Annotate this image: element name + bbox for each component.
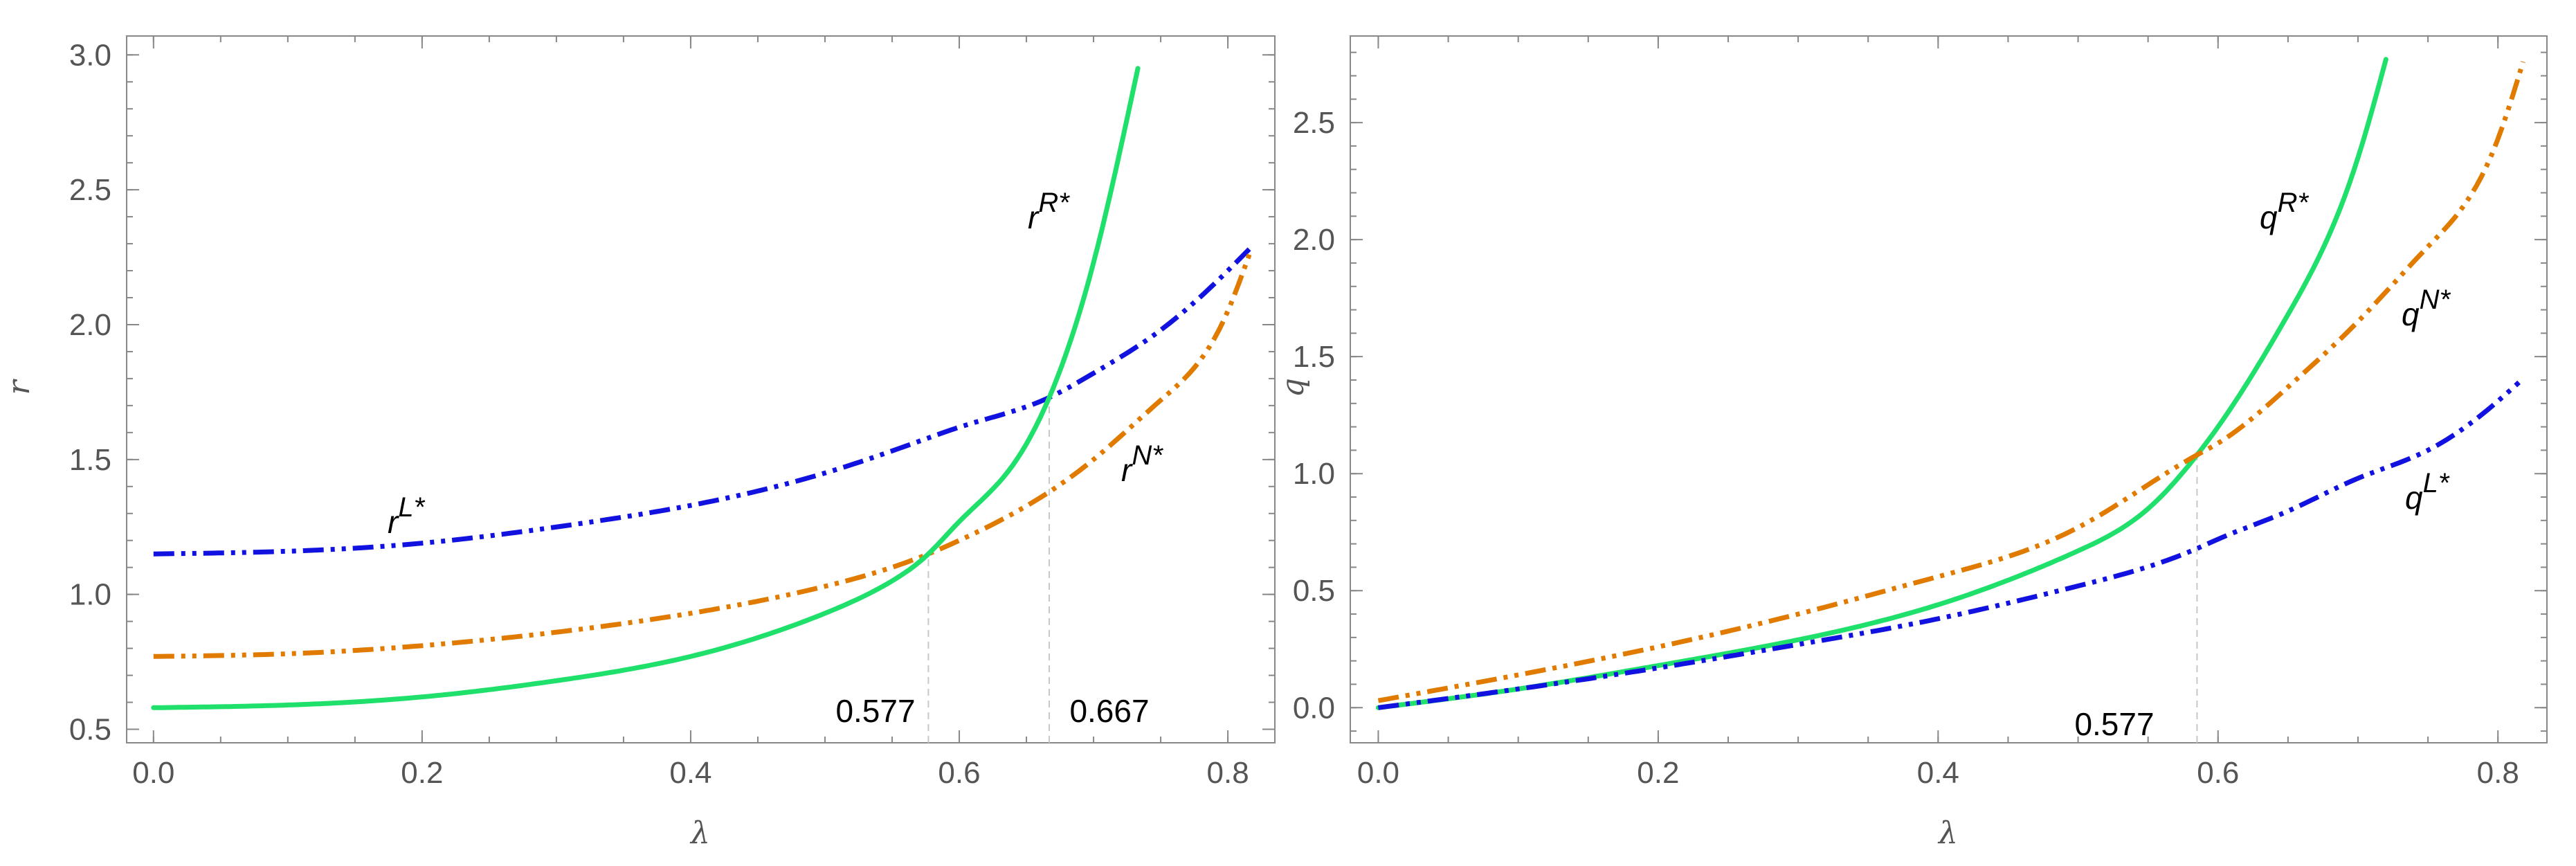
x-tick-label: 0.2 <box>401 756 443 790</box>
y-tick-label: 2.0 <box>1293 223 1335 257</box>
plot-frame <box>1350 35 2548 743</box>
y-tick-label: 2.0 <box>69 308 111 342</box>
y-tick-label: 0.5 <box>69 713 111 747</box>
series-line-r-Rstar <box>151 66 1141 710</box>
series-line-q-Nstar <box>1377 61 2525 703</box>
chart-panel-q: 0.0 0.2 0.4 0.6 0.8 0.0 0.5 1.0 1.5 2.0 2.5 λ q 0.577… <box>1276 35 2548 851</box>
x-axis-label: λ <box>689 815 710 851</box>
x-tick-label: 0.4 <box>1917 756 1959 790</box>
y-tick-label: 2.5 <box>69 173 111 207</box>
series-label-q-Rstar: qR* <box>2260 188 2309 235</box>
series-line-q-Lstar <box>1377 380 2521 710</box>
y-tick-label: 1.5 <box>1293 340 1335 374</box>
plot-frame <box>126 35 1276 743</box>
y-tick-label: 1.0 <box>1293 457 1335 491</box>
annotation-label-0.667: 0.667 <box>1069 693 1149 729</box>
series-label-r-Lstar: rL* <box>388 492 426 540</box>
x-tick-label: 0.0 <box>132 756 174 790</box>
series-line-r-Lstar <box>153 247 1251 557</box>
y-axis-label: q <box>1276 378 1311 397</box>
minor-ticks <box>127 36 1275 743</box>
x-tick-label: 0.6 <box>938 756 980 790</box>
x-tick-label: 0.6 <box>2197 756 2239 790</box>
series-line-q-Rstar <box>1375 57 2388 710</box>
y-tick-label: 1.5 <box>69 443 111 477</box>
y-tick-label: 2.5 <box>1293 106 1335 140</box>
x-tick-label: 0.4 <box>669 756 711 790</box>
x-axis-label: λ <box>1937 815 1958 851</box>
y-tick-label: 0.5 <box>1293 574 1335 608</box>
y-axis-label: r <box>1 379 37 395</box>
series-label-q-Lstar: qL* <box>2405 468 2450 516</box>
y-tick-label: 1.0 <box>69 578 111 612</box>
chart-panel-r: 0.0 0.2 0.4 0.6 0.8 0.5 1.0 1.5 2.0 2.5 3.0 λ r 0.577… <box>1 35 1276 851</box>
x-tick-label: 0.2 <box>1637 756 1679 790</box>
series-label-q-Nstar: qN* <box>2402 285 2451 332</box>
minor-ticks <box>1350 36 2547 743</box>
y-tick-label: 3.0 <box>69 38 111 72</box>
annotation-label-0.577: 0.577 <box>835 693 915 729</box>
series-line-r-Nstar <box>153 253 1252 659</box>
x-tick-label: 0.8 <box>1207 756 1249 790</box>
series-label-r-Rstar: rR* <box>1028 188 1070 235</box>
series-label-r-Nstar: rN* <box>1121 440 1163 488</box>
annotation-label-0.577: 0.577 <box>2074 706 2154 742</box>
x-tick-label: 0.8 <box>2477 756 2519 790</box>
x-tick-label: 0.0 <box>1357 756 1399 790</box>
y-tick-label: 0.0 <box>1293 691 1335 725</box>
